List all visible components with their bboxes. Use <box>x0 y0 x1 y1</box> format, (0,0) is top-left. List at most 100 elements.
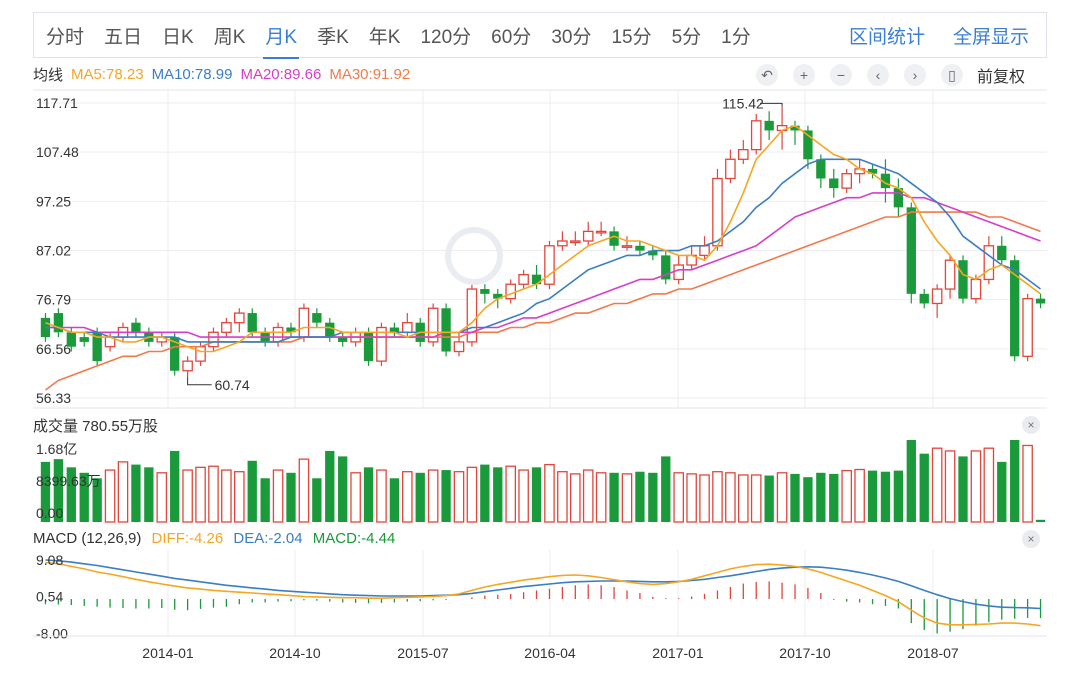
tab-60min[interactable]: 60分 <box>491 26 532 48</box>
volume-bar-up <box>595 472 607 523</box>
candle-body-down <box>609 231 619 246</box>
volume-bar-down <box>144 467 154 522</box>
macd-axis-label: -8.00 <box>36 625 68 641</box>
volume-bar-up <box>699 474 710 523</box>
volume-bar-down <box>1010 440 1020 522</box>
close-volume-icon[interactable]: × <box>1022 416 1040 434</box>
macd-value: MACD:-4.44 <box>312 530 396 547</box>
candle-body-down <box>79 337 89 342</box>
candle-body-up <box>466 288 478 343</box>
ma5-value: MA5:78.23 <box>71 65 144 83</box>
candle-body-up <box>970 278 982 300</box>
macd-axis-label: 9.08 <box>36 552 63 568</box>
tab-five-day[interactable]: 五日 <box>104 26 143 48</box>
volume-bar-up <box>518 469 529 523</box>
ma5-line <box>45 124 1041 353</box>
volume-bar-up <box>582 469 594 523</box>
close-macd-icon[interactable]: × <box>1022 530 1040 548</box>
interval-stats-link[interactable]: 区间统计 <box>849 26 926 48</box>
volume-bar-up <box>621 473 633 523</box>
price-adjust-toggle[interactable]: 前复权 <box>977 69 1026 86</box>
volume-bar-up <box>931 447 943 523</box>
volume-bar-up <box>195 466 206 523</box>
ma10-line <box>45 158 1041 343</box>
ma20-line <box>45 192 1041 338</box>
undo-icon[interactable]: ↶ <box>756 64 778 86</box>
candle-type-icon[interactable]: ▯ <box>941 64 963 86</box>
candle-body-up <box>725 158 736 180</box>
volume-bar-down <box>53 459 64 522</box>
candle-body-up <box>621 245 633 248</box>
volume-bar-down <box>1035 519 1046 522</box>
volume-bar-up <box>156 472 168 523</box>
tab-15min[interactable]: 15分 <box>611 26 652 48</box>
volume-bar-down <box>415 472 425 522</box>
tab-daily-k[interactable]: 日K <box>162 26 194 48</box>
fullscreen-link[interactable]: 全屏显示 <box>953 26 1030 48</box>
zoom-out-icon[interactable]: − <box>830 64 852 86</box>
volume-bar-up <box>505 465 516 523</box>
candle-body-down <box>131 322 141 333</box>
tab-yearly-k[interactable]: 年K <box>368 26 401 48</box>
candle-body-down <box>1010 260 1020 357</box>
candle-body-down <box>247 313 257 333</box>
candle-body-up <box>673 264 684 281</box>
volume-bar-down <box>363 467 374 522</box>
volume-bar-up <box>557 471 568 523</box>
candle-body-down <box>493 293 503 299</box>
candle-body-down <box>958 260 968 299</box>
candle-body-up <box>427 307 439 343</box>
volume-bar-down <box>79 472 89 522</box>
volume-bar-up <box>944 450 956 523</box>
ma10-value: MA10:78.99 <box>151 65 233 83</box>
volume-bar-down <box>609 472 619 522</box>
candle-body-down <box>997 245 1007 261</box>
volume-axis-label: 0.00 <box>36 505 63 521</box>
tab-quarterly-k[interactable]: 季K <box>317 26 349 48</box>
candle-body-up <box>557 240 568 247</box>
candle-body-up <box>841 173 852 189</box>
chart-controls: ↶ + − ‹ › ▯ 前复权 <box>741 63 1025 87</box>
candle-body-down <box>867 168 878 174</box>
pan-right-icon[interactable]: › <box>904 64 926 86</box>
x-axis-label: 2017-10 <box>779 645 831 661</box>
candle-body-down <box>919 293 929 304</box>
candle-body-down <box>531 274 542 285</box>
candle-body-down <box>880 173 891 189</box>
volume-bar-up <box>854 468 865 523</box>
candle-body-up <box>570 240 581 244</box>
volume-bar-down <box>338 456 348 522</box>
tab-30min[interactable]: 30分 <box>551 26 592 48</box>
high-price-annotation: 115.42 <box>722 95 764 111</box>
candle-body-up <box>195 346 206 362</box>
tab-5min[interactable]: 5分 <box>671 26 702 48</box>
volume-bar-up <box>712 471 723 523</box>
volume-bar-up <box>272 469 284 523</box>
x-axis-label: 2015-07 <box>397 645 449 661</box>
ma-legend: 均线 MA5:78.23 MA10:78.99 MA20:89.66 MA30:… <box>33 62 418 86</box>
volume-bar-up <box>402 471 413 523</box>
tab-1min[interactable]: 1分 <box>721 26 751 48</box>
volume-bar-down <box>906 440 916 522</box>
tab-weekly-k[interactable]: 周K <box>213 26 246 48</box>
tab-120min[interactable]: 120分 <box>420 26 472 48</box>
volume-bar-up <box>117 461 129 523</box>
volume-bar-up <box>376 469 387 523</box>
volume-bar-up <box>453 471 465 523</box>
volume-bar-down <box>92 478 102 522</box>
price-axis-label: 117.71 <box>36 95 78 111</box>
macd-legend: MACD (12,26,9) DIFF:-4.26 DEA:-2.04 MACD… <box>33 530 395 547</box>
candle-body-up <box>699 245 710 257</box>
tab-timeshare[interactable]: 分时 <box>46 26 85 48</box>
pan-left-icon[interactable]: ‹ <box>867 64 889 86</box>
zoom-in-icon[interactable]: + <box>793 64 815 86</box>
volume-bar-up <box>427 469 439 523</box>
macd-axis-label: 0.54 <box>36 589 63 605</box>
candle-body-down <box>816 159 826 179</box>
volume-bar-down <box>441 470 451 522</box>
candle-body-down <box>764 120 774 131</box>
ma30-value: MA30:91.92 <box>329 65 411 83</box>
volume-bar-down <box>635 471 645 522</box>
tab-monthly-k[interactable]: 月K <box>263 22 299 59</box>
ma20-value: MA20:89.66 <box>240 65 322 83</box>
